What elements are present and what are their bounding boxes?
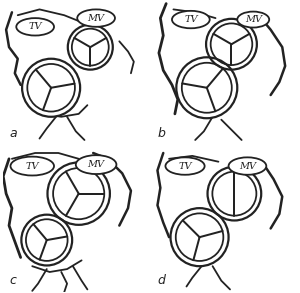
- Circle shape: [68, 25, 113, 70]
- Text: TV: TV: [184, 15, 198, 24]
- Ellipse shape: [16, 18, 54, 35]
- Text: c: c: [9, 273, 16, 287]
- Circle shape: [170, 208, 229, 266]
- Circle shape: [206, 19, 257, 70]
- Text: a: a: [9, 127, 17, 140]
- Text: MV: MV: [88, 160, 105, 169]
- Ellipse shape: [11, 157, 54, 176]
- Text: MV: MV: [239, 161, 256, 171]
- Circle shape: [47, 162, 110, 225]
- Text: b: b: [158, 127, 165, 140]
- Circle shape: [21, 215, 72, 265]
- Ellipse shape: [76, 155, 116, 174]
- Text: TV: TV: [178, 161, 192, 171]
- Circle shape: [208, 167, 261, 220]
- Ellipse shape: [237, 12, 269, 28]
- Text: TV: TV: [28, 22, 42, 31]
- Text: MV: MV: [245, 15, 262, 24]
- Ellipse shape: [229, 157, 266, 175]
- Text: d: d: [158, 273, 165, 287]
- Ellipse shape: [165, 157, 205, 175]
- Ellipse shape: [77, 9, 115, 27]
- Text: TV: TV: [26, 161, 39, 171]
- Circle shape: [176, 57, 237, 118]
- Circle shape: [22, 59, 80, 117]
- Ellipse shape: [172, 11, 210, 28]
- Text: MV: MV: [88, 13, 105, 23]
